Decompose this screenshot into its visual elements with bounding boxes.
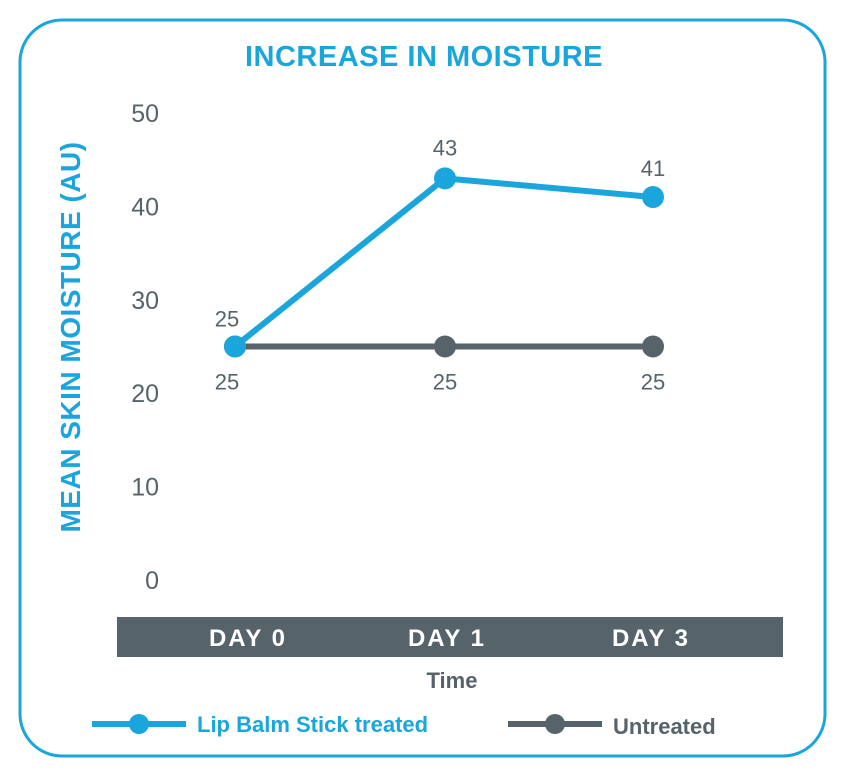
- data-point-treated: [434, 167, 456, 190]
- data-label-untreated: 25: [641, 370, 665, 395]
- y-axis-ticks: 50 40 30 20 10 0: [131, 100, 159, 595]
- y-tick-label: 50: [131, 100, 159, 128]
- x-axis-label: Time: [427, 668, 478, 693]
- y-tick-label: 10: [131, 474, 159, 502]
- y-tick-label: 40: [131, 193, 159, 221]
- data-label-treated: 43: [433, 135, 457, 160]
- data-label-treated: 41: [641, 156, 665, 181]
- data-point-treated: [642, 186, 664, 209]
- legend-label-untreated: Untreated: [613, 714, 716, 739]
- data-point-untreated: [434, 335, 456, 358]
- chart-title: INCREASE IN MOISTURE: [245, 41, 603, 73]
- y-axis-label: MEAN SKIN MOISTURE (AU): [55, 141, 86, 532]
- data-label-untreated: 25: [215, 370, 239, 395]
- x-tick-label: DAY 3: [612, 625, 690, 652]
- y-tick-label: 0: [145, 567, 159, 595]
- chart-frame: [18, 18, 827, 758]
- data-label-untreated: 25: [433, 370, 457, 395]
- legend-marker-treated: [129, 714, 149, 734]
- data-point-treated: [224, 335, 246, 358]
- legend-label-treated: Lip Balm Stick treated: [197, 712, 428, 737]
- data-label-treated: 25: [215, 307, 239, 332]
- series-treated: 25 43 41: [215, 135, 665, 358]
- legend-item-treated: Lip Balm Stick treated: [92, 712, 428, 737]
- x-axis-ticks: DAY 0 DAY 1 DAY 3: [209, 625, 690, 652]
- series-layer: 25 25 25 25 43 41: [215, 135, 665, 394]
- x-axis-band: [117, 617, 783, 657]
- y-tick-label: 30: [131, 287, 159, 315]
- legend: Lip Balm Stick treated Untreated: [92, 712, 716, 739]
- x-tick-label: DAY 1: [408, 625, 486, 652]
- y-tick-label: 20: [131, 380, 159, 408]
- data-point-untreated: [642, 335, 664, 358]
- x-tick-label: DAY 0: [209, 625, 287, 652]
- legend-item-untreated: Untreated: [508, 714, 716, 739]
- legend-marker-untreated: [545, 714, 565, 734]
